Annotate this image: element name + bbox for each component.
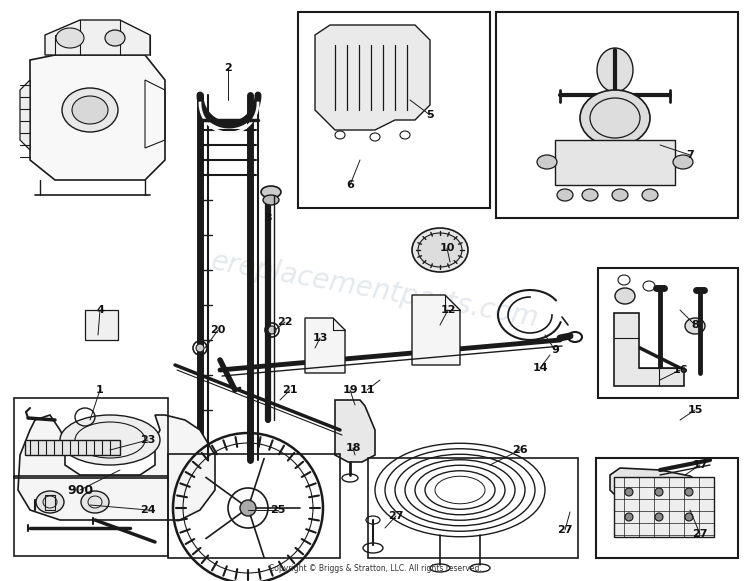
Polygon shape [20, 80, 30, 150]
Ellipse shape [81, 491, 109, 513]
Ellipse shape [62, 88, 118, 132]
Text: 20: 20 [210, 325, 226, 335]
Ellipse shape [261, 186, 281, 198]
Text: 1: 1 [96, 385, 104, 395]
Text: 17: 17 [692, 460, 708, 470]
Bar [14, 398, 168, 478]
Ellipse shape [582, 189, 598, 201]
Text: 27: 27 [557, 525, 573, 535]
Text: 13: 13 [312, 333, 328, 343]
Text: 23: 23 [140, 435, 156, 445]
Bar [598, 268, 738, 398]
Ellipse shape [36, 491, 64, 513]
Ellipse shape [418, 233, 462, 267]
Polygon shape [614, 477, 714, 537]
Text: 16: 16 [672, 365, 688, 375]
Text: 7: 7 [686, 150, 694, 160]
Text: 14: 14 [532, 363, 548, 373]
Text: 3: 3 [264, 213, 272, 223]
Text: 2: 2 [224, 63, 232, 73]
Ellipse shape [673, 155, 693, 169]
Text: ereplacementparts.com: ereplacementparts.com [209, 248, 542, 333]
Ellipse shape [72, 96, 108, 124]
Ellipse shape [655, 513, 663, 521]
Ellipse shape [685, 513, 693, 521]
Ellipse shape [685, 488, 693, 496]
Text: 21: 21 [282, 385, 298, 395]
Ellipse shape [597, 48, 633, 92]
Ellipse shape [655, 488, 663, 496]
Bar [298, 12, 490, 208]
Polygon shape [305, 318, 345, 373]
Ellipse shape [196, 344, 204, 352]
Bar [14, 476, 168, 556]
Ellipse shape [268, 326, 276, 334]
Ellipse shape [412, 228, 468, 272]
Polygon shape [335, 400, 375, 462]
Ellipse shape [557, 189, 573, 201]
Ellipse shape [105, 30, 125, 46]
Text: 8: 8 [692, 320, 699, 330]
Bar [496, 12, 738, 218]
Ellipse shape [685, 318, 705, 334]
Polygon shape [610, 468, 710, 520]
Bar [168, 454, 340, 558]
Ellipse shape [240, 500, 256, 516]
Polygon shape [85, 310, 118, 340]
Polygon shape [614, 313, 684, 386]
Polygon shape [315, 25, 430, 130]
Ellipse shape [60, 415, 160, 465]
Text: 22: 22 [278, 317, 292, 327]
Text: 11: 11 [359, 385, 375, 395]
Polygon shape [18, 415, 215, 520]
Polygon shape [412, 295, 460, 365]
Text: 25: 25 [270, 505, 286, 515]
Ellipse shape [580, 90, 650, 146]
Polygon shape [45, 20, 150, 55]
Text: 27: 27 [388, 511, 404, 521]
Ellipse shape [56, 28, 84, 48]
Ellipse shape [615, 288, 635, 304]
Text: 18: 18 [345, 443, 361, 453]
Ellipse shape [537, 155, 557, 169]
Text: 6: 6 [346, 180, 354, 190]
Bar [368, 458, 578, 558]
Bar [596, 458, 738, 558]
Polygon shape [555, 140, 675, 185]
Text: Copyright © Briggs & Stratton, LLC. All rights reserved.: Copyright © Briggs & Stratton, LLC. All … [268, 564, 482, 573]
Ellipse shape [625, 513, 633, 521]
Text: 24: 24 [140, 505, 156, 515]
Ellipse shape [625, 488, 633, 496]
Text: 19: 19 [342, 385, 358, 395]
Ellipse shape [642, 189, 658, 201]
Text: 900: 900 [67, 483, 93, 497]
Text: 10: 10 [440, 243, 454, 253]
Ellipse shape [612, 189, 628, 201]
Text: 15: 15 [687, 405, 703, 415]
Polygon shape [25, 440, 120, 455]
Ellipse shape [263, 195, 279, 205]
Text: 27: 27 [692, 529, 708, 539]
Polygon shape [30, 55, 165, 180]
Text: 9: 9 [551, 345, 559, 355]
Text: 5: 5 [426, 110, 433, 120]
Text: 12: 12 [440, 305, 456, 315]
Text: 26: 26 [512, 445, 528, 455]
Ellipse shape [615, 318, 635, 334]
Text: 4: 4 [96, 305, 104, 315]
